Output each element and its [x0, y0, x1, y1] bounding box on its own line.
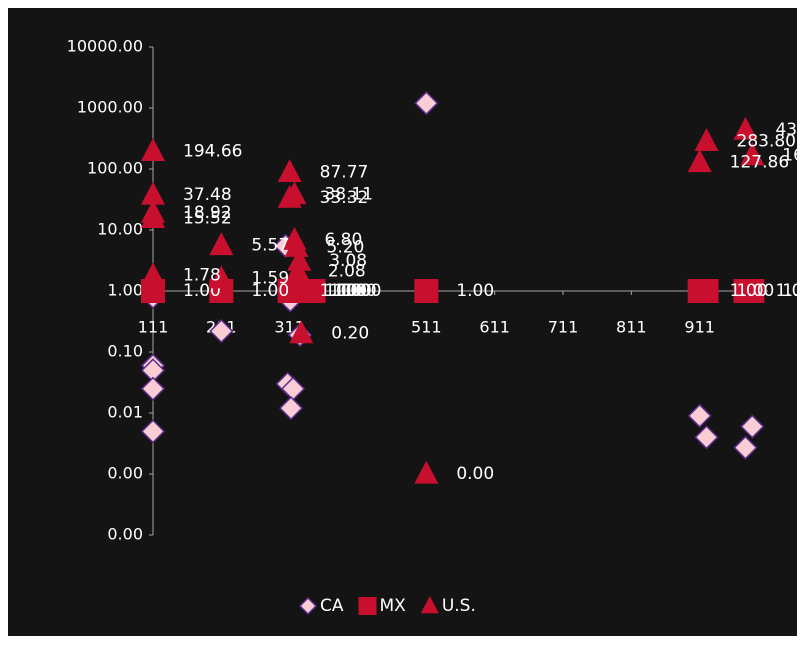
data-label: 194.66 — [183, 141, 242, 161]
y-tick-label: 100.00 — [87, 159, 143, 178]
legend-item: CA — [298, 596, 344, 616]
data-label: 38.11 — [324, 185, 373, 205]
triangle-marker — [414, 460, 439, 484]
triangle-marker — [285, 258, 310, 282]
x-tick-label: 811 — [616, 318, 647, 337]
triangle-marker — [141, 138, 165, 161]
triangle-marker — [209, 265, 234, 289]
data-label: 6.80 — [324, 230, 362, 250]
data-label: 0.00 — [456, 464, 494, 484]
triangle-marker — [289, 320, 314, 344]
data-label: 1.00 — [329, 281, 367, 301]
data-label: 33.32 — [320, 188, 369, 208]
data-label: 87.77 — [320, 162, 369, 182]
data-label: 18.92 — [183, 203, 232, 223]
data-label: 1.00 — [344, 281, 382, 301]
x-tick-label: 511 — [411, 318, 442, 337]
data-label: 0.20 — [331, 324, 369, 344]
diamond-marker — [414, 91, 439, 116]
data-label: 1.59 — [251, 269, 289, 289]
data-label: 1.00 — [339, 281, 377, 301]
data-label: 165.82 — [782, 146, 805, 166]
y-tick-label: 0.10 — [107, 342, 143, 361]
diamond-marker — [733, 435, 758, 460]
triangle-marker — [282, 181, 307, 205]
data-label: 5.57 — [251, 236, 289, 256]
data-label: 1.78 — [183, 266, 221, 286]
triangle-marker — [733, 117, 758, 140]
data-label: 1.00 — [782, 281, 805, 301]
data-label: 2.08 — [328, 262, 366, 282]
y-tick-label: 10.00 — [97, 220, 143, 239]
triangle-marker — [287, 247, 312, 271]
chart-background — [8, 8, 797, 636]
y-tick-label: 0.00 — [107, 464, 143, 483]
triangle-marker — [420, 596, 439, 614]
y-tick-label: 1.00 — [107, 281, 143, 300]
diamond-marker — [298, 596, 318, 616]
data-label: 283.80 — [737, 131, 796, 151]
legend-item: U.S. — [420, 596, 476, 616]
data-label: 127.86 — [730, 152, 789, 172]
square-marker — [414, 279, 439, 303]
data-label: 1.00 — [456, 281, 494, 301]
data-label: 1.00 — [334, 281, 372, 301]
data-label: 37.48 — [183, 185, 232, 205]
y-tick-label: 0.01 — [107, 403, 143, 422]
triangle-marker — [277, 159, 302, 183]
data-label: 1.00 — [324, 281, 362, 301]
triangle-marker — [694, 128, 719, 151]
x-tick-label: 911 — [684, 318, 715, 337]
data-label: 3.08 — [329, 251, 367, 271]
data-label: 1.00 — [730, 281, 768, 301]
triangle-marker — [141, 181, 165, 205]
y-tick-label: 0.00 — [107, 525, 143, 544]
triangle-marker — [141, 205, 165, 228]
diamond-marker — [278, 396, 304, 421]
x-tick-label: 611 — [479, 318, 510, 337]
square-marker — [358, 597, 377, 615]
x-tick-label: 711 — [548, 318, 579, 337]
legend-item: MX — [358, 596, 407, 616]
data-label: 1.00 — [251, 281, 289, 301]
y-tick-label: 1000.00 — [77, 98, 143, 117]
triangle-marker — [284, 234, 309, 257]
triangle-marker — [740, 142, 765, 166]
diamond-marker — [140, 376, 166, 401]
data-label: 15.52 — [183, 208, 232, 228]
legend-label: MX — [380, 596, 407, 616]
data-label: 1.00 — [775, 281, 805, 301]
diamond-marker — [694, 425, 719, 450]
diamond-marker — [209, 319, 234, 344]
triangle-marker — [209, 232, 234, 256]
square-marker — [301, 279, 326, 303]
square-marker — [694, 279, 719, 303]
square-marker — [740, 279, 765, 303]
data-label: 1.00 — [737, 281, 775, 301]
diamond-marker — [740, 414, 765, 439]
x-tick-label: 111 — [138, 318, 169, 337]
diamond-marker — [687, 403, 712, 428]
diamond-marker — [140, 419, 166, 444]
y-tick-label: 10000.00 — [67, 37, 143, 56]
data-label: 432.38 — [775, 120, 805, 140]
legend-label: CA — [320, 596, 344, 616]
data-label: 5.20 — [327, 237, 365, 257]
data-label: 1.00 — [320, 281, 358, 301]
legend-label: U.S. — [442, 596, 476, 616]
triangle-marker — [141, 262, 165, 286]
triangle-marker — [687, 149, 712, 173]
